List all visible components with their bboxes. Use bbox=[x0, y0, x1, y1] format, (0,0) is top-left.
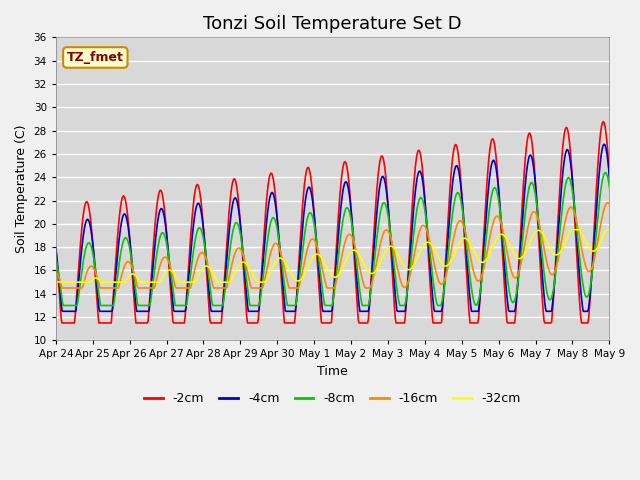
Legend: -2cm, -4cm, -8cm, -16cm, -32cm: -2cm, -4cm, -8cm, -16cm, -32cm bbox=[139, 387, 526, 410]
X-axis label: Time: Time bbox=[317, 365, 348, 378]
Text: TZ_fmet: TZ_fmet bbox=[67, 51, 124, 64]
Title: Tonzi Soil Temperature Set D: Tonzi Soil Temperature Set D bbox=[204, 15, 462, 33]
Y-axis label: Soil Temperature (C): Soil Temperature (C) bbox=[15, 125, 28, 253]
